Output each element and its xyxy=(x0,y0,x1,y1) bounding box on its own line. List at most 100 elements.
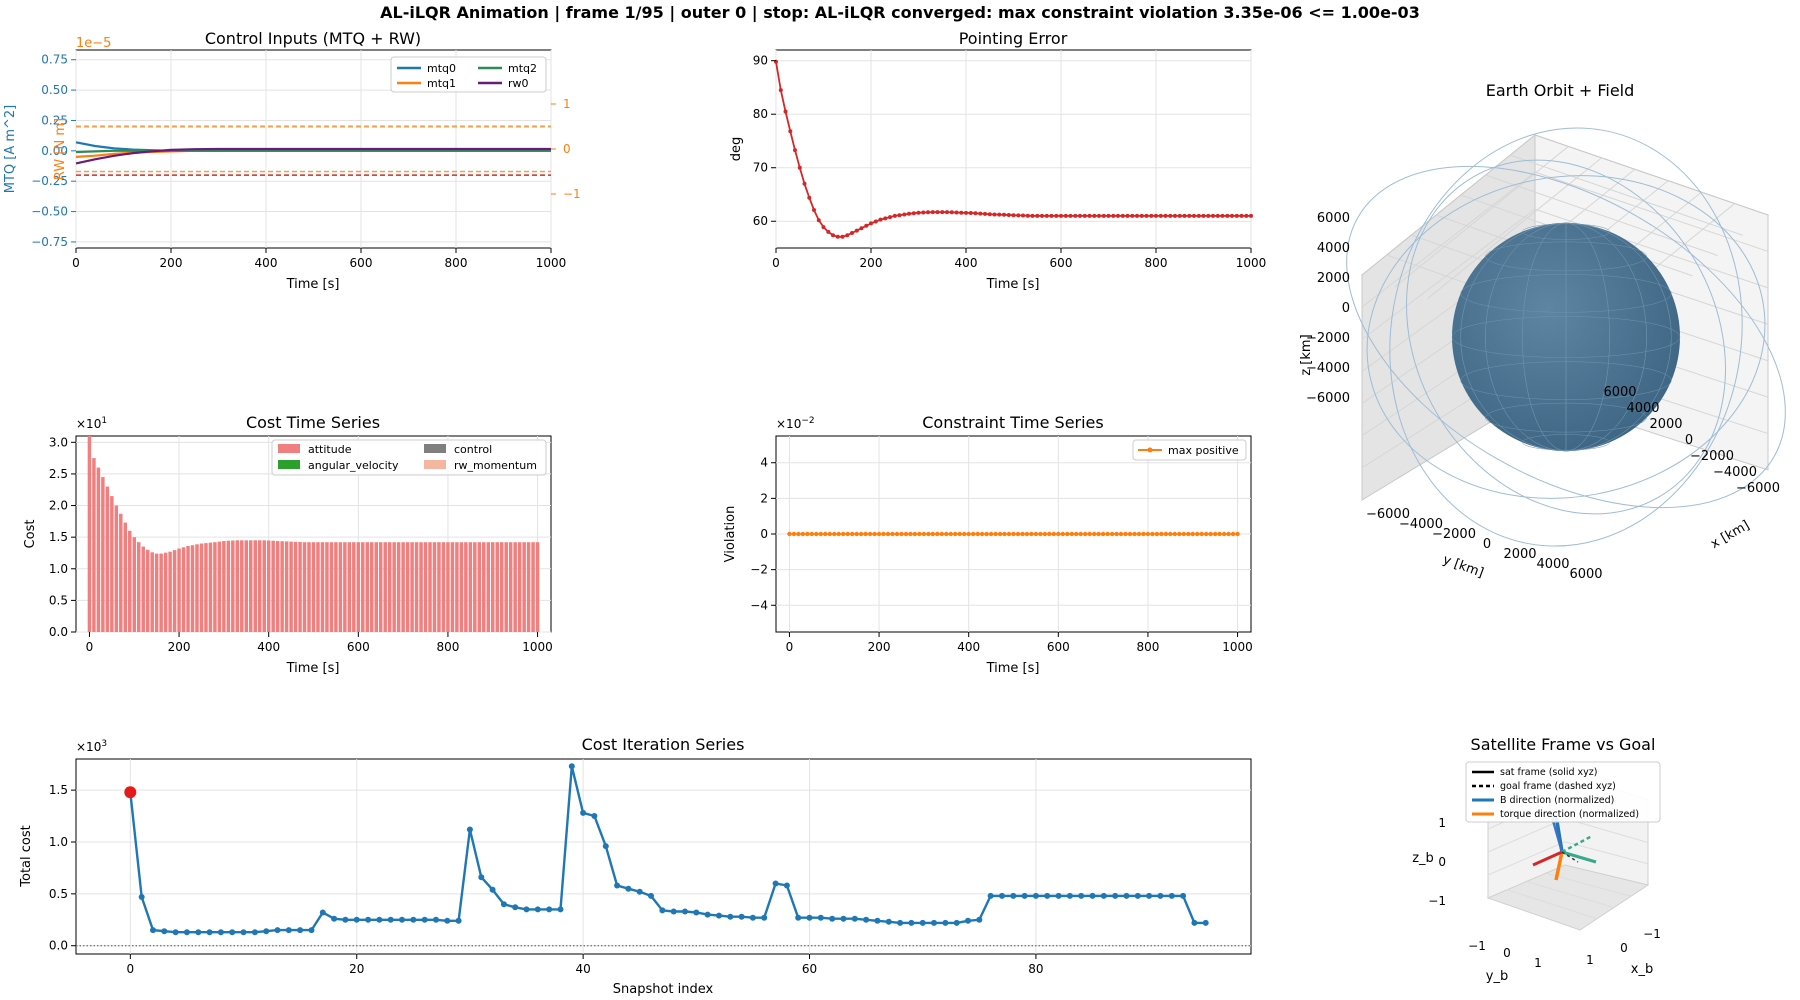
control-xtick-label: 800 xyxy=(445,256,468,270)
pointing-point xyxy=(954,210,959,215)
iteration-ytick-label: 1.5 xyxy=(49,783,68,797)
legend-swatch-angular-velocity xyxy=(278,460,300,469)
cost-bar-attitude xyxy=(334,542,338,632)
cost-bar-attitude xyxy=(204,543,208,632)
frame-wall-grid xyxy=(1564,841,1649,865)
pointing-point xyxy=(1002,212,1006,217)
cost-time-offset: ×101 xyxy=(76,416,107,431)
cost-bar-attitude xyxy=(96,467,101,632)
cost-bar-attitude xyxy=(128,530,132,632)
cost-bar-attitude xyxy=(526,542,531,632)
iteration-point xyxy=(602,843,609,850)
constraint-point xyxy=(872,531,877,537)
frame3d-ztick-label: 0 xyxy=(1438,855,1446,869)
frame3d-ytick-label: 1 xyxy=(1534,956,1542,970)
constraint-point xyxy=(908,531,913,537)
iteration-point xyxy=(274,927,281,934)
iteration-point xyxy=(512,904,519,911)
iteration-xtick-label: 0 xyxy=(127,962,135,976)
constraint-xtick-label: 800 xyxy=(1136,640,1159,654)
constraint-point xyxy=(1221,531,1227,537)
pointing-point xyxy=(1182,213,1187,218)
cost-time-ytick-label: 1.0 xyxy=(49,562,68,576)
field-line xyxy=(1389,127,1743,547)
iteration-point xyxy=(648,892,654,899)
constraint-point xyxy=(1141,531,1146,537)
cost-time-xtick-label: 0 xyxy=(86,640,94,654)
pointing-point xyxy=(1021,213,1025,218)
constraint-point xyxy=(854,531,859,537)
orbit-floor-grid xyxy=(1427,157,1602,299)
cost-bar-attitude xyxy=(450,542,455,632)
cost-bar-attitude xyxy=(240,540,244,632)
earth-mesh xyxy=(1451,222,1681,452)
control-ytick-label: 0.50 xyxy=(41,83,68,97)
pointing-point xyxy=(1087,213,1092,218)
cost-bar-attitude xyxy=(136,542,141,632)
iteration-point xyxy=(1180,892,1187,899)
cost-bar-attitude xyxy=(186,546,190,632)
pointing-point xyxy=(1016,213,1021,218)
iteration-point xyxy=(150,927,156,934)
constraint-point xyxy=(885,531,891,537)
cost-time-xlabel: Time [s] xyxy=(286,661,340,676)
earth-latitude-line xyxy=(1522,434,1610,451)
constraint-point xyxy=(1011,531,1016,537)
iteration-point xyxy=(161,928,168,935)
frame-wall-grid xyxy=(1487,818,1566,853)
iteration-point xyxy=(183,929,190,936)
iteration-point xyxy=(251,929,258,936)
pointing-point xyxy=(783,109,788,114)
earth-latitude-line xyxy=(1451,316,1681,358)
constraint-point xyxy=(1123,531,1128,537)
cost-time-legend: attitude angular_velocity control rw_mom… xyxy=(271,439,547,476)
pointing-point xyxy=(921,210,926,215)
iteration-grid xyxy=(76,759,1251,954)
legend-label-torque-direction: torque direction (normalized) xyxy=(1500,809,1639,820)
cost-bar-attitude xyxy=(284,541,289,632)
iteration-point xyxy=(342,916,349,923)
pointing-point xyxy=(1111,213,1116,218)
iteration-point xyxy=(659,907,666,914)
cost-bar-attitude xyxy=(253,540,257,632)
pointing-point xyxy=(821,225,826,230)
constraint-point xyxy=(1109,531,1115,537)
frame3d-xtick-label: 0 xyxy=(1620,941,1628,955)
iteration-point xyxy=(682,908,688,915)
constraint-legend: max positive xyxy=(1132,439,1247,461)
pointing-point xyxy=(793,148,797,153)
frame3d-panel: Satellite Frame vs Goal 1 0 −1 −1 0 1 1 0 −1 z_b… xyxy=(1412,735,1661,984)
frame3d-ztick-label: −1 xyxy=(1428,894,1446,908)
iteration-point xyxy=(1191,919,1198,926)
constraint-point xyxy=(1042,531,1048,537)
constraint-point xyxy=(1024,531,1030,537)
frame3d-title: Satellite Frame vs Goal xyxy=(1471,735,1656,754)
cost-time-y-ticks: 3.0 2.5 2.0 1.5 1.0 0.5 0.0 xyxy=(49,435,76,639)
cost-time-ytick-label: 2.0 xyxy=(49,499,68,513)
pointing-point xyxy=(878,217,883,222)
pointing-point xyxy=(1092,213,1097,218)
control-series-lines xyxy=(75,141,551,165)
pointing-xtick-label: 200 xyxy=(860,256,883,270)
iteration-point xyxy=(229,929,236,936)
legend-label-mtq0: mtq0 xyxy=(427,62,456,75)
orbit3d-xtick-label: −6000 xyxy=(1736,481,1780,496)
cost-bar-attitude xyxy=(378,542,383,632)
pointing-point xyxy=(1082,213,1087,218)
orbit3d-ylabel: y [km] xyxy=(1441,552,1486,581)
constraint-legend-box xyxy=(1132,439,1247,461)
cost-bar-attitude xyxy=(401,542,405,632)
frame3d-xtick-label: 1 xyxy=(1586,953,1594,967)
constraint-point xyxy=(1096,531,1101,537)
control-xtick-label: 0 xyxy=(72,256,80,270)
pointing-point xyxy=(1144,213,1149,218)
current-iteration-marker xyxy=(124,786,137,799)
earth-latitude-line xyxy=(1460,274,1672,313)
pointing-point xyxy=(1073,213,1078,218)
pointing-point xyxy=(1192,213,1196,218)
iteration-point xyxy=(1066,892,1073,899)
iteration-ytick-label: 0.5 xyxy=(49,887,68,901)
pointing-point xyxy=(978,211,983,216)
cost-bar-attitude xyxy=(473,542,477,632)
frame3d-xtick-label: −1 xyxy=(1643,927,1661,941)
